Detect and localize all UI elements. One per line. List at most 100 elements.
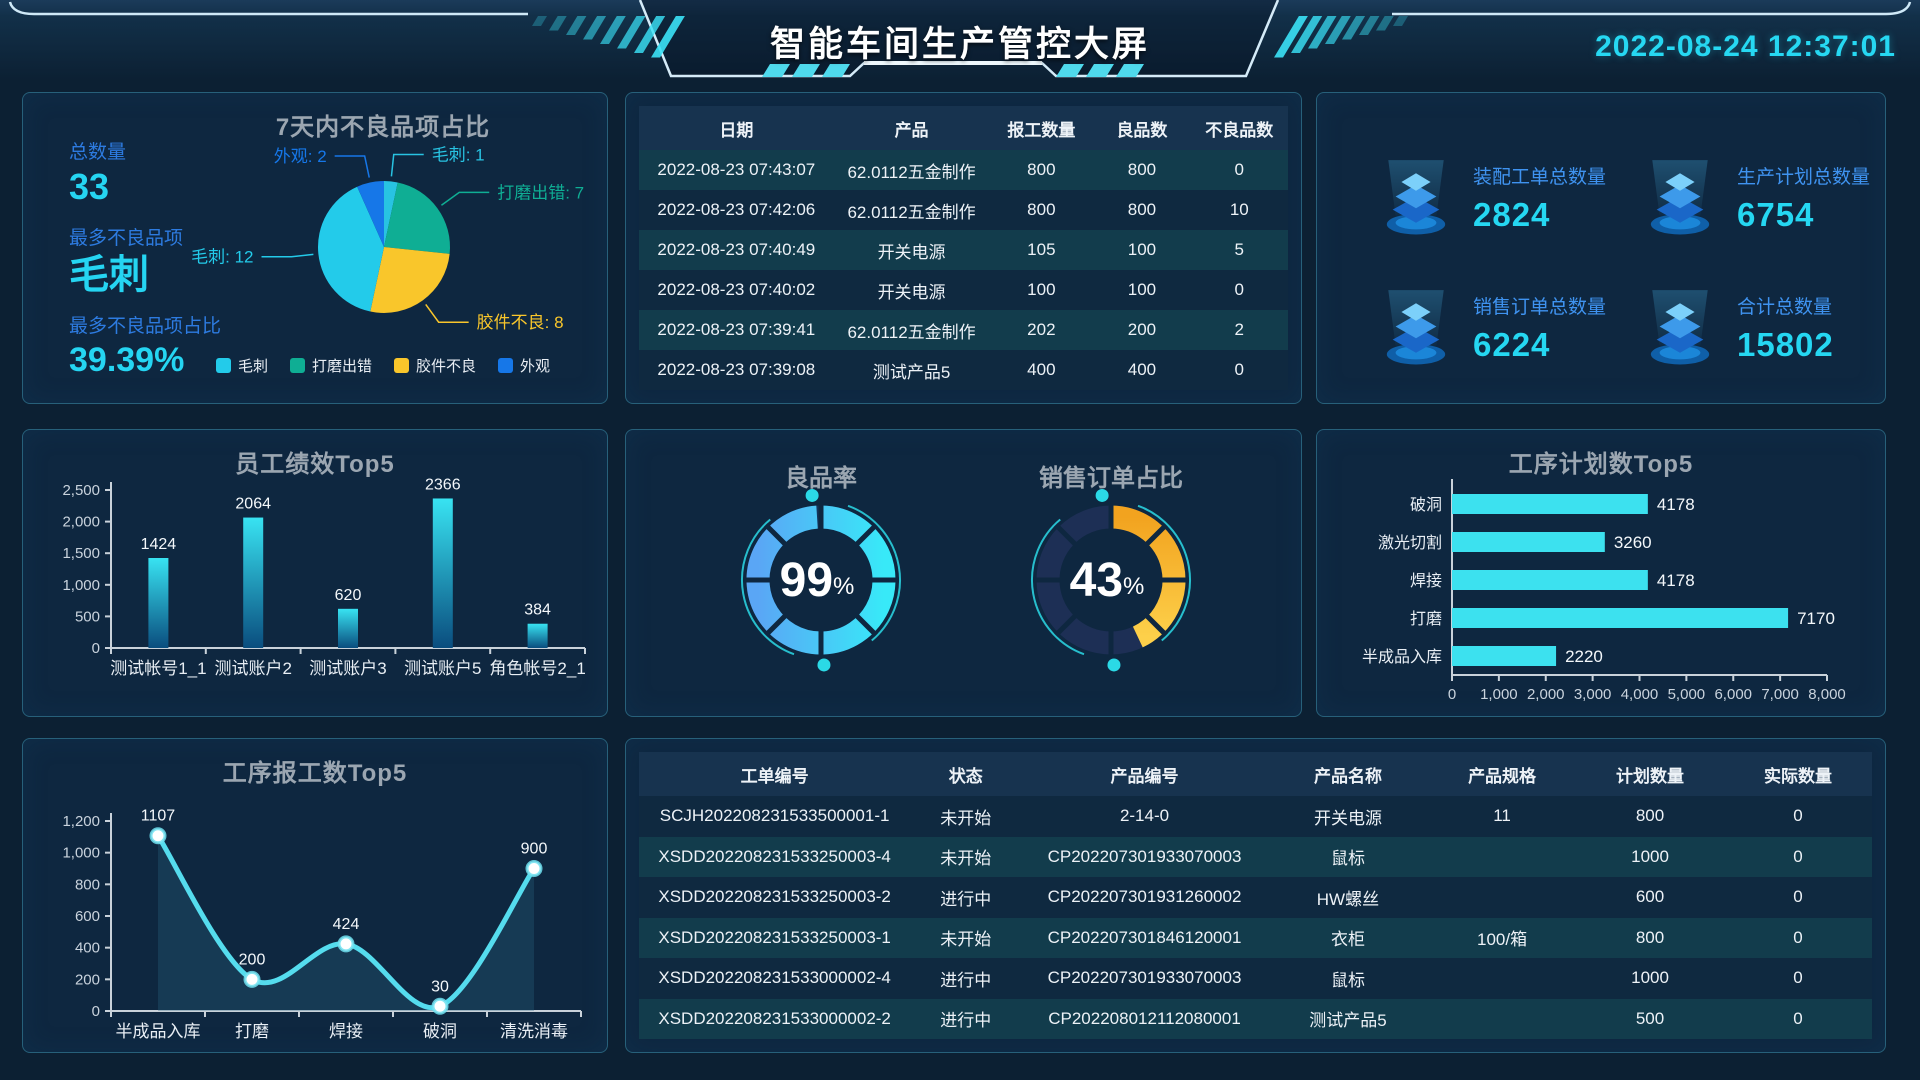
svg-text:1,000: 1,000 — [1480, 686, 1518, 703]
svg-text:激光切割: 激光切割 — [1378, 534, 1442, 552]
table-cell: 800 — [1635, 927, 1665, 947]
table-cell: 0 — [1793, 1008, 1803, 1028]
stat-card-production-plans: 生产计划总数量 6754 — [1611, 133, 1875, 263]
totals-panel: 装配工单总数量 2824 生产计划总数量 6754 销售订单总数量 6224 — [1316, 92, 1886, 404]
table-cell: 500 — [1635, 1008, 1665, 1028]
svg-text:2220: 2220 — [1565, 647, 1603, 666]
table-row: SCJH202208231533500001-1 未开始 2-14-0 开关电源 11 8… — [639, 796, 1872, 837]
header-bar: 智能车间生产管控大屏 2022-08-24 12:37:01 — [0, 0, 1920, 90]
table-cell: 105 — [1027, 240, 1056, 259]
legend-item[interactable]: 胶件不良 — [394, 355, 476, 376]
table-cell: 开关电源 — [1313, 808, 1382, 828]
stat-label: 最多不良品项占比 — [69, 316, 222, 337]
column-header: 产品名称 — [1313, 766, 1382, 786]
table-cell: 0 — [1793, 968, 1803, 988]
legend-item[interactable]: 打磨出错 — [289, 355, 372, 376]
svg-text:2,000: 2,000 — [1527, 686, 1565, 703]
legend-label: 毛刺 — [237, 358, 268, 375]
table-cell: CP202207301933070003 — [1047, 968, 1242, 988]
process-report-title: 工序报工数Top5 — [222, 760, 408, 787]
legend-item[interactable]: 外观 — [498, 355, 550, 376]
table-cell: 1000 — [1631, 846, 1669, 866]
table-cell: 62.0112五金制作 — [847, 322, 976, 342]
table-cell: 800 — [1635, 806, 1665, 826]
table-cell: CP202207301931260002 — [1047, 887, 1242, 907]
total-count-stat: 总数量 33 — [69, 137, 126, 205]
table-cell: 400 — [1127, 360, 1157, 379]
table-cell: 62.0112五金制作 — [847, 162, 976, 182]
employee-performance-chart: 0 500 1,000 1,500 2,000 2,500 1424 测试帐号1_1 2064 测… — [62, 476, 586, 678]
table-cell: 200 — [1127, 320, 1157, 339]
table-cell: 2022-08-23 07:42:06 — [657, 200, 816, 219]
column-header: 实际数量 — [1763, 766, 1832, 786]
table-cell: 0 — [1793, 927, 1803, 947]
table-row: 2022-08-23 07:43:07 62.0112五金制作 800 800 0 — [639, 150, 1288, 190]
table-row: 2022-08-23 07:39:08 测试产品5 400 400 0 — [639, 350, 1288, 390]
production-report-table: 日期 产品 报工数量 良品数 不良品数 2022-08-23 07:43:07 62.011… — [639, 106, 1288, 390]
svg-text:1424: 1424 — [141, 536, 177, 553]
svg-text:2064: 2064 — [235, 496, 271, 513]
svg-text:半成品入库: 半成品入库 — [116, 1022, 201, 1041]
svg-text:外观: 2: 外观: 2 — [274, 147, 327, 166]
table-cell: 2-14-0 — [1119, 806, 1170, 826]
card-label: 合计总数量 — [1737, 297, 1833, 318]
legend-item[interactable]: 毛刺 — [215, 355, 268, 376]
table-row: XSDD202208231533000002-4 进行中 CP20220730193… — [639, 958, 1872, 999]
svg-text:620: 620 — [335, 587, 362, 604]
table-cell: 100 — [1027, 280, 1056, 299]
svg-text:8,000: 8,000 — [1808, 686, 1846, 703]
table-cell: 0 — [1234, 160, 1245, 179]
legend-label: 胶件不良 — [416, 358, 477, 375]
svg-text:1107: 1107 — [141, 808, 176, 825]
table-cell: 11 — [1493, 806, 1511, 826]
rate-gauges-chart: 99% 43% — [741, 488, 1191, 672]
table-cell: SCJH202208231533500001-1 — [659, 806, 890, 826]
work-orders-panel: 工单编号 状态 产品编号 产品名称 产品规格 计划数量 实际数量 SCJH2022082315… — [625, 738, 1886, 1053]
card-value: 15802 — [1737, 326, 1834, 363]
table-cell: XSDD202208231533250003-2 — [658, 887, 891, 907]
table-cell: XSDD202208231533250003-1 — [658, 927, 891, 947]
svg-text:43%: 43% — [1070, 554, 1145, 607]
svg-text:破洞: 破洞 — [1410, 496, 1442, 514]
svg-text:测试账户2: 测试账户2 — [214, 659, 291, 678]
legend-swatch — [498, 358, 514, 373]
layers-icon — [1386, 290, 1446, 365]
table-header-row: 日期 产品 报工数量 良品数 不良品数 — [639, 106, 1288, 150]
svg-text:5,000: 5,000 — [1668, 686, 1706, 703]
performance-title: 员工绩效Top5 — [235, 451, 395, 478]
production-report-panel: 日期 产品 报工数量 良品数 不良品数 2022-08-23 07:43:07 62.011… — [625, 92, 1302, 404]
top-defect-ratio-stat: 最多不良品项占比 39.39% — [69, 311, 221, 377]
table-cell: CP202208012112080001 — [1048, 1008, 1241, 1028]
svg-text:3,000: 3,000 — [1574, 686, 1612, 703]
svg-text:测试帐号1_1: 测试帐号1_1 — [110, 659, 206, 678]
svg-text:焊接: 焊接 — [329, 1022, 363, 1041]
svg-text:2366: 2366 — [425, 476, 461, 493]
legend-swatch — [289, 358, 305, 373]
table-cell: 未开始 — [940, 808, 992, 828]
svg-text:0: 0 — [92, 640, 100, 657]
card-label: 装配工单总数量 — [1473, 167, 1607, 188]
rate-gauges-panel: 良品率 销售订单占比 99% 43% — [625, 429, 1302, 717]
svg-text:4178: 4178 — [1657, 571, 1695, 590]
table-cell: 进行中 — [940, 970, 992, 990]
clock: 2022-08-24 12:37:01 — [1595, 30, 1896, 63]
table-cell: 衣柜 — [1330, 930, 1365, 950]
table-cell: 10 — [1229, 200, 1249, 219]
svg-text:99%: 99% — [780, 554, 855, 607]
table-cell: 鼠标 — [1330, 849, 1365, 869]
table-cell: 鼠标 — [1330, 970, 1365, 990]
table-cell: 测试产品5 — [872, 362, 951, 382]
table-cell: 100 — [1127, 280, 1157, 299]
defect-panel-title: 7天内不良品项占比 — [275, 114, 491, 141]
table-cell: 100/箱 — [1477, 930, 1528, 950]
table-row: XSDD202208231533000002-2 进行中 CP20220801211… — [639, 998, 1872, 1039]
top-defect-stat: 最多不良品项 毛刺 — [69, 223, 183, 295]
table-cell: CP202207301846120001 — [1047, 927, 1242, 947]
stat-cards: 装配工单总数量 2824 生产计划总数量 6754 销售订单总数量 6224 — [1347, 133, 1875, 393]
svg-text:424: 424 — [333, 916, 360, 933]
svg-text:1,000: 1,000 — [62, 577, 100, 594]
column-header: 报工数量 — [1007, 120, 1076, 140]
table-cell: 5 — [1234, 240, 1245, 259]
legend-label: 打磨出错 — [311, 358, 372, 375]
table-cell: HW螺丝 — [1316, 889, 1380, 909]
